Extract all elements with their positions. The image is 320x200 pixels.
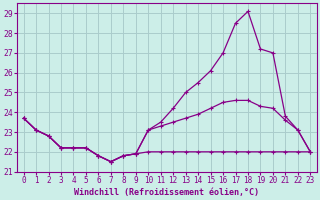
X-axis label: Windchill (Refroidissement éolien,°C): Windchill (Refroidissement éolien,°C): [75, 188, 260, 197]
